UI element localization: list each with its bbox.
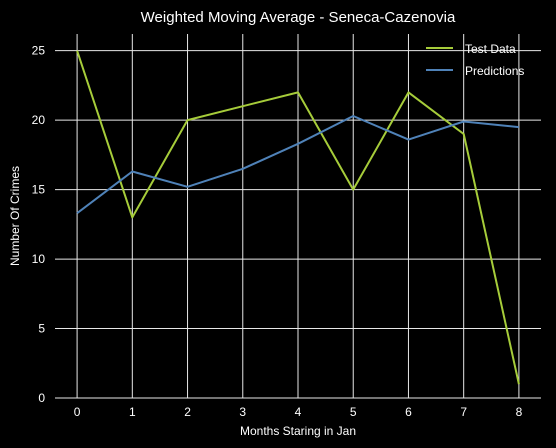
series-lines [76, 50, 520, 385]
x-tick-label: 6 [405, 405, 412, 419]
chart-title: Weighted Moving Average - Seneca-Cazenov… [141, 9, 456, 26]
x-tick-label: 5 [350, 405, 357, 419]
y-tick-label: 10 [32, 252, 46, 266]
x-tick-label: 7 [460, 405, 467, 419]
series-line-test-data [76, 50, 520, 385]
y-tick-label: 15 [32, 183, 46, 197]
axis-ticks: 0 1 2 3 4 5 6 7 8 0 5 10 15 20 25 [32, 44, 523, 419]
x-tick-label: 8 [516, 405, 523, 419]
y-tick-label: 5 [38, 322, 45, 336]
x-tick-label: 0 [74, 405, 81, 419]
y-axis-label: Number Of Crimes [8, 166, 22, 266]
y-tick-label: 20 [32, 113, 46, 127]
x-tick-label: 3 [239, 405, 246, 419]
x-axis-label: Months Staring in Jan [240, 424, 356, 438]
y-tick-label: 25 [32, 44, 46, 58]
y-tick-label: 0 [38, 391, 45, 405]
x-tick-label: 4 [295, 405, 302, 419]
series-line-predictions [76, 115, 520, 214]
x-tick-label: 2 [184, 405, 191, 419]
legend-label-predictions: Predictions [465, 64, 524, 78]
grid-lines [55, 34, 541, 399]
x-tick-label: 1 [129, 405, 136, 419]
legend-label-test-data: Test Data [465, 42, 516, 56]
legend: Test Data Predictions [426, 42, 524, 78]
